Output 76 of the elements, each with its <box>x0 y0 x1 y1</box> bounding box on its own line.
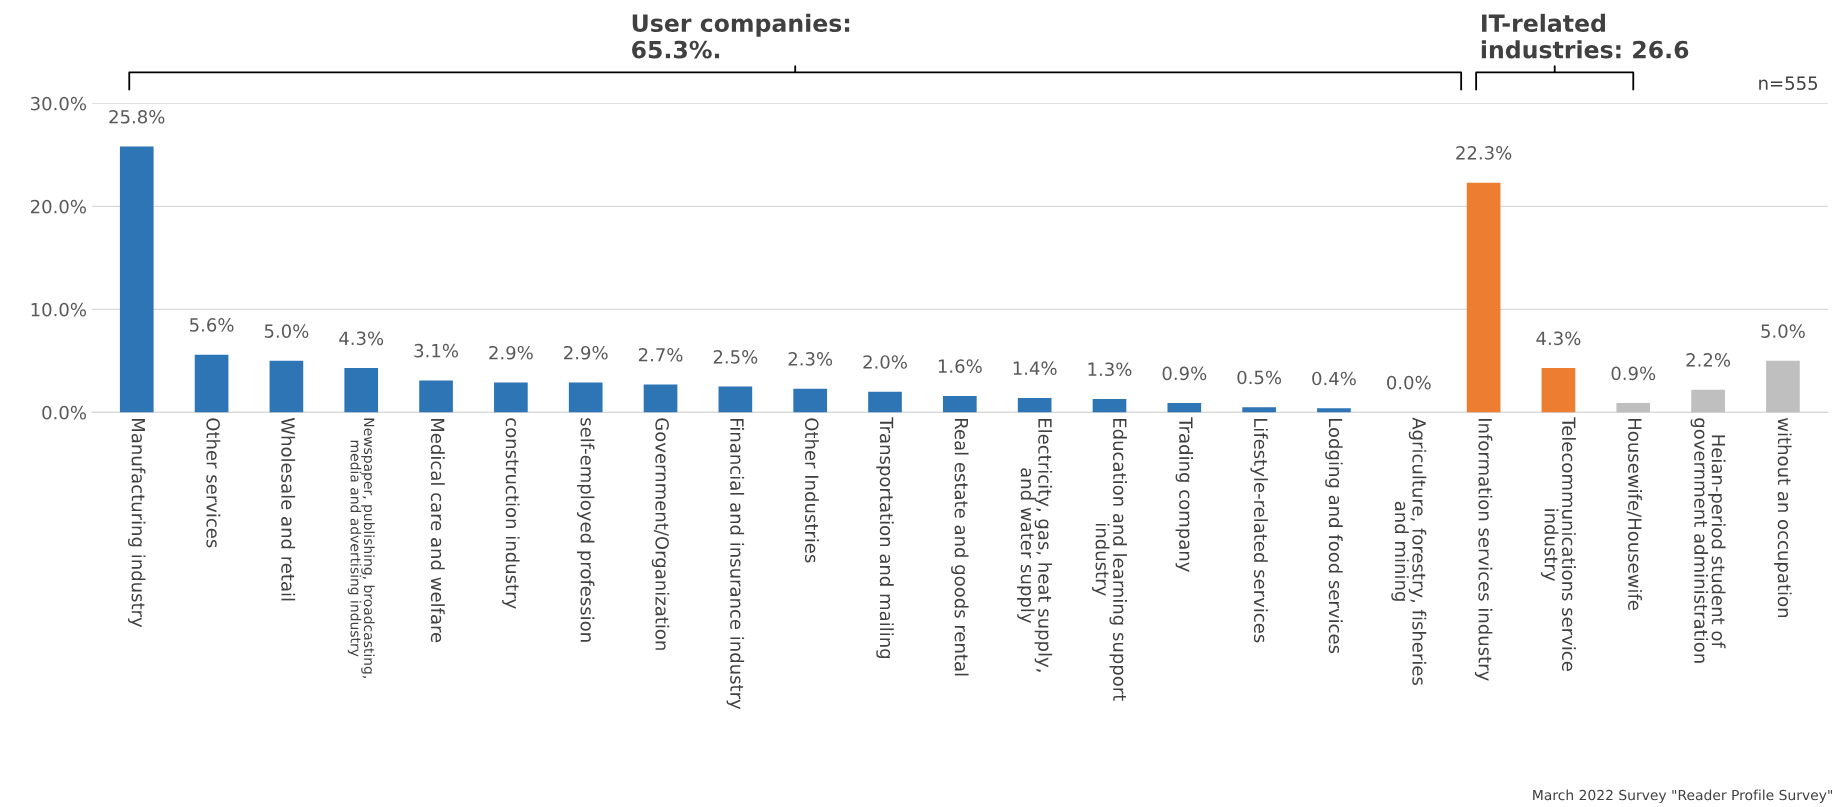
bar <box>269 360 304 413</box>
x-tick-label: Lifestyle-related services <box>1250 419 1268 643</box>
x-tick-label: Financial and insurance industry <box>726 419 745 710</box>
y-tick-label: 20.0% <box>30 199 86 214</box>
bar <box>1317 408 1351 413</box>
x-tick-label: Newspaper, publishing, broadcasting, media and advertising industry <box>347 418 375 678</box>
data-label: 2.5% <box>713 350 758 364</box>
data-label: 1.4% <box>1013 361 1057 376</box>
data-label: 25.8% <box>109 109 165 124</box>
bar <box>1092 398 1127 413</box>
text: IT-related industries: 26.6 <box>1481 13 1689 59</box>
y-tick-label: 0.0% <box>42 405 86 420</box>
x-tick-label: Government/Organization <box>651 418 670 650</box>
bar <box>194 354 229 413</box>
y-tick-label: 30.0% <box>31 96 86 111</box>
x-tick-label: Telecommunications service industry <box>1540 417 1576 671</box>
data-label: 2.9% <box>564 345 608 360</box>
data-label: 0.5% <box>1237 370 1282 385</box>
data-label: 2.7% <box>638 347 683 362</box>
x-tick-label: Housewife/Housewife <box>1626 419 1642 611</box>
data-label: 1.3% <box>1088 362 1132 377</box>
bar <box>943 395 977 413</box>
x-tick-label: construction industry <box>502 418 520 609</box>
x-tick-label: Information services industry <box>1474 419 1493 681</box>
text: n=555 <box>1759 76 1818 90</box>
data-label: 4.3% <box>1536 331 1581 346</box>
bar <box>1167 403 1202 413</box>
data-label: 3.1% <box>414 343 458 358</box>
x-tick-label: Wholesale and retail <box>281 417 296 601</box>
bar <box>494 382 528 413</box>
data-label: 5.0% <box>1761 324 1805 338</box>
text: March 2022 Survey "Reader Profile Survey" <box>1533 789 1832 803</box>
bar <box>119 146 154 413</box>
data-label: 1.6% <box>938 359 982 373</box>
x-tick-label: Trading company <box>1175 417 1194 572</box>
data-label: 2.0% <box>863 355 907 369</box>
bar <box>643 384 678 413</box>
data-label: 2.3% <box>788 352 833 366</box>
data-label: 0.4% <box>1312 371 1356 386</box>
data-label: 5.6% <box>190 318 234 332</box>
x-tick-label: Education and learning support industry <box>1092 419 1127 701</box>
x-tick-label: Medical care and welfare <box>430 419 445 643</box>
x-tick-label: Manufacturing industry <box>128 419 146 628</box>
bar <box>1017 397 1052 413</box>
y-tick-label: 10.0% <box>31 302 86 317</box>
x-tick-label: self-employed profession <box>576 418 595 642</box>
bar <box>868 391 902 413</box>
bar <box>344 368 379 413</box>
x-tick-label: Other services <box>206 418 221 548</box>
bar <box>1766 360 1800 413</box>
bar <box>1242 407 1276 413</box>
x-tick-label: Transportation and mailing <box>876 417 894 659</box>
data-label: 0.0% <box>1387 375 1431 390</box>
x-tick-label: Heian-period student of government administration <box>1690 418 1726 663</box>
bar <box>793 388 828 413</box>
x-tick-label: Lodging and food services <box>1325 419 1343 654</box>
bar <box>718 386 753 413</box>
data-label: 4.3% <box>339 331 384 346</box>
data-label: 0.9% <box>1162 366 1207 381</box>
bar <box>1691 389 1725 413</box>
bar <box>419 380 453 413</box>
x-tick-label: Electricity, gas, heat supply, and water supply <box>1017 419 1053 672</box>
x-tick-label: without an occupation <box>1774 418 1792 618</box>
bar <box>1616 403 1651 413</box>
data-label: 2.9% <box>489 345 533 360</box>
data-label: 2.2% <box>1686 353 1731 367</box>
x-tick-label: Agriculture, forestry, fisheries and mining <box>1391 417 1427 686</box>
data-label: 22.3% <box>1456 146 1512 160</box>
x-tick-label: Other Industries <box>804 418 819 563</box>
bar <box>1541 368 1576 413</box>
data-label: 0.9% <box>1611 366 1656 381</box>
data-label: 5.0% <box>264 324 309 338</box>
x-tick-label: Real estate and goods rental <box>951 419 969 676</box>
bar <box>568 382 603 413</box>
bar <box>1466 182 1501 413</box>
text: User companies: 65.3%. <box>632 13 850 59</box>
